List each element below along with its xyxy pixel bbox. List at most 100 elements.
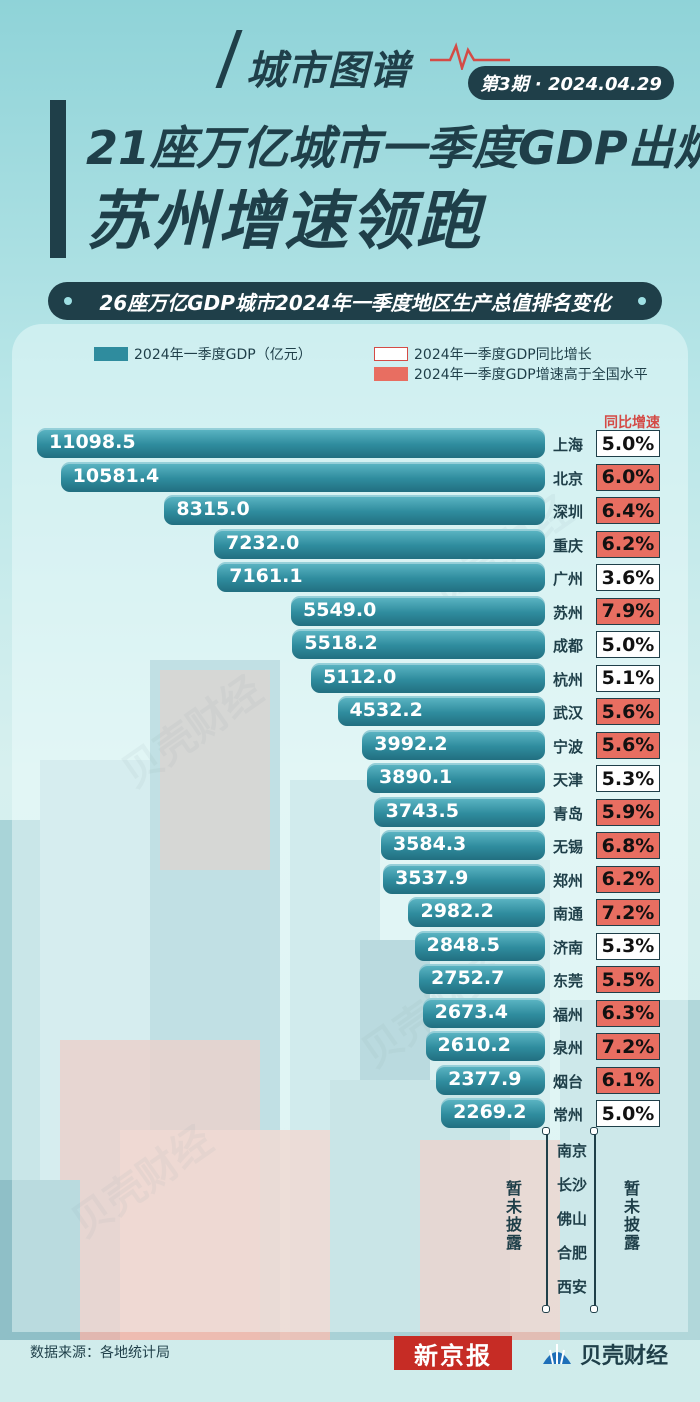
growth-rate-box: 6.3% [596,999,660,1027]
growth-rate-box: 5.6% [596,731,660,759]
growth-rate-box: 6.0% [596,463,660,491]
shell-icon [543,1344,571,1365]
city-label: 常州 [553,1106,584,1124]
gdp-bar: 2673.4 [422,997,545,1028]
city-label: 成都 [553,637,584,655]
gdp-bar: 10581.4 [60,461,545,492]
legend-growth-label: 2024年一季度GDP同比增长 [414,347,592,363]
bar-value-label: 7232.0 [225,531,300,554]
growth-rate-box: 5.0% [596,1100,660,1127]
city-label: 重庆 [553,536,584,555]
undisclosed-city: 合肥 [557,1244,588,1262]
city-label: 无锡 [553,838,584,856]
city-label: 苏州 [553,603,584,622]
gdp-bar: 2752.7 [419,964,545,994]
city-label: 北京 [553,469,584,488]
bracket-dot [590,1127,598,1135]
city-label: 南通 [553,905,584,923]
bracket-dot [590,1305,598,1313]
growth-rate-box: 7.2% [596,899,660,926]
beike-caijing-logo: 贝壳财经 [540,1338,668,1370]
gdp-bar: 3743.5 [373,796,545,827]
undisclosed-city: 南京 [557,1142,588,1160]
city-label: 上海 [553,436,584,454]
gdp-bar: 3537.9 [383,863,545,894]
undisclosed-city: 西安 [557,1278,588,1296]
gdp-bar: 2269.2 [441,1098,545,1128]
bar-value-label: 5112.0 [323,665,397,688]
city-label: 泉州 [553,1039,584,1057]
bar-value-label: 2610.2 [437,1034,511,1056]
legend-swatch-growth [374,347,408,361]
gdp-bar: 2610.2 [425,1031,545,1061]
city-label: 东莞 [553,972,584,990]
gdp-bar: 7161.1 [217,562,545,592]
undisclosed-city: 佛山 [557,1210,588,1228]
city-label: 广州 [553,570,584,588]
growth-rate-box: 5.3% [596,932,660,960]
undisclosed-label-left: 暂未披露 [503,1180,522,1252]
city-label: 济南 [553,938,584,957]
data-source: 数据来源：各地统计局 [30,1345,170,1361]
growth-rate-box: 6.1% [596,1066,660,1094]
title-accent-bar [50,100,66,258]
gdp-bar: 7232.0 [213,528,545,559]
undisclosed-city: 长沙 [557,1176,588,1194]
bracket-dot [542,1127,550,1135]
subtitle-dot-left [64,297,72,305]
growth-rate-box: 6.2% [596,530,660,558]
bar-value-label: 2848.5 [426,933,500,956]
bar-value-label: 11098.5 [49,431,136,453]
city-label: 烟台 [553,1072,584,1091]
growth-rate-box: 5.3% [596,765,660,792]
growth-rate-box: 7.2% [596,1033,660,1060]
city-label: 天津 [553,771,584,789]
gdp-bar: 2848.5 [414,930,545,961]
legend-gdp: 2024年一季度GDP（亿元） [94,344,312,364]
main-title-line1: 21座万亿城市一季度GDP出炉 [86,121,700,175]
city-label: 深圳 [553,503,584,521]
city-skyline-illustration [0,660,700,1340]
growth-rate-box: 5.5% [596,966,660,993]
bar-value-label: 2269.2 [453,1101,527,1123]
city-label: 青岛 [553,804,584,823]
bar-value-label: 5549.0 [303,598,377,621]
growth-rate-box: 3.6% [596,564,660,591]
brand-slash-decoration [215,30,243,88]
city-label: 宁波 [553,737,584,756]
gdp-bar: 3992.2 [362,729,545,760]
growth-rate-box: 5.1% [596,664,660,692]
bar-value-label: 5518.2 [304,632,378,654]
growth-rate-box: 7.9% [596,597,660,625]
bar-value-label: 2377.9 [448,1067,522,1090]
growth-rate-box: 5.6% [596,698,660,725]
city-label: 福州 [553,1005,584,1024]
undisclosed-bracket-right [594,1130,596,1310]
gdp-bar: 4532.2 [337,696,545,726]
bar-value-label: 3992.2 [374,732,448,755]
growth-rate-box: 6.4% [596,497,660,524]
legend-swatch-gdp [94,347,128,361]
bar-value-label: 10581.4 [72,464,160,487]
gdp-bar: 5112.0 [311,662,545,693]
issue-badge: 第3期 · 2024.04.29 [468,66,674,100]
xinjingbao-logo: 新京报 [394,1336,512,1370]
gdp-bar: 3584.3 [380,830,545,860]
bar-value-label: 3890.1 [378,766,453,788]
legend-growth-high: 2024年一季度GDP增速高于全国水平 [374,364,648,384]
growth-column-header: 同比增速 [604,415,660,431]
subtitle-dot-right [638,297,646,305]
bar-value-label: 3537.9 [395,866,469,889]
bar-value-label: 3743.5 [385,799,459,822]
brand-title: 城市图谱 [246,48,410,94]
gdp-bar: 2982.2 [408,897,545,927]
city-label: 郑州 [553,871,584,890]
growth-rate-box: 5.0% [596,631,660,658]
bar-value-label: 2673.4 [434,1000,508,1023]
bar-value-label: 4532.2 [349,699,423,721]
chart-subtitle: 26座万亿GDP城市2024年一季度地区生产总值排名变化 [48,282,662,320]
bracket-dot [542,1305,550,1313]
gdp-bar: 3890.1 [366,763,545,793]
gdp-bar: 2377.9 [436,1064,545,1095]
legend-swatch-growth-high [374,367,408,381]
